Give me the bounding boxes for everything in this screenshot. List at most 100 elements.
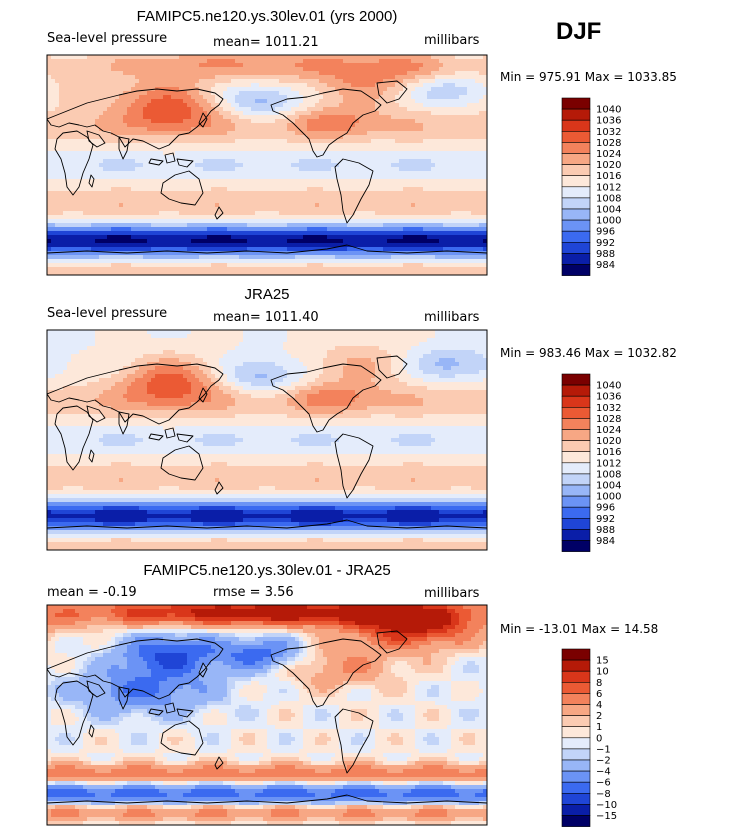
field-cell: [303, 191, 308, 196]
field-cell: [155, 59, 160, 64]
field-cell: [247, 139, 252, 144]
field-cell: [379, 99, 384, 104]
field-cell: [123, 83, 128, 88]
field-cell: [319, 111, 324, 116]
field-cell: [291, 183, 296, 188]
field-cell: [415, 179, 420, 184]
field-cell: [323, 199, 328, 204]
field-cell: [355, 231, 360, 236]
field-cell: [235, 219, 240, 224]
field-cell: [287, 83, 292, 88]
field-cell: [467, 163, 472, 168]
field-cell: [391, 187, 396, 192]
field-cell: [371, 159, 376, 164]
field-cell: [171, 163, 176, 168]
field-cell: [335, 211, 340, 216]
field-cell: [155, 235, 160, 240]
field-cell: [271, 79, 276, 84]
field-cell: [219, 219, 224, 224]
field-cell: [215, 127, 220, 132]
field-cell: [255, 71, 260, 76]
field-cell: [111, 167, 116, 172]
field-cell: [323, 215, 328, 220]
field-cell: [327, 119, 332, 124]
field-cell: [95, 151, 100, 156]
field-cell: [471, 103, 476, 108]
field-cell: [299, 199, 304, 204]
field-cell: [75, 107, 80, 112]
field-cell: [155, 143, 160, 148]
field-cell: [467, 87, 472, 92]
field-cell: [443, 99, 448, 104]
field-cell: [339, 139, 344, 144]
field-cell: [287, 171, 292, 176]
field-cell: [71, 131, 76, 136]
field-cell: [411, 95, 416, 100]
field-cell: [99, 187, 104, 192]
field-cell: [415, 55, 420, 60]
field-cell: [147, 131, 152, 136]
field-cell: [375, 95, 380, 100]
field-cell: [343, 71, 348, 76]
field-cell: [131, 123, 136, 128]
field-cell: [271, 171, 276, 176]
field-cell: [411, 231, 416, 236]
field-cell: [307, 183, 312, 188]
field-cell: [407, 211, 412, 216]
field-cell: [279, 59, 284, 64]
field-cell: [411, 195, 416, 200]
field-cell: [87, 99, 92, 104]
field-cell: [91, 187, 96, 192]
field-cell: [63, 59, 68, 64]
field-cell: [227, 199, 232, 204]
field-cell: [263, 231, 268, 236]
field-cell: [171, 91, 176, 96]
field-cell: [139, 143, 144, 148]
field-cell: [403, 223, 408, 228]
field-cell: [367, 135, 372, 140]
field-cell: [435, 207, 440, 212]
field-cell: [271, 111, 276, 116]
field-cell: [267, 111, 272, 116]
field-cell: [215, 147, 220, 152]
field-cell: [203, 79, 208, 84]
field-cell: [147, 111, 152, 116]
field-cell: [403, 199, 408, 204]
field-cell: [191, 155, 196, 160]
field-cell: [315, 175, 320, 180]
field-cell: [267, 139, 272, 144]
field-cell: [215, 103, 220, 108]
field-cell: [407, 143, 412, 148]
field-cell: [139, 171, 144, 176]
field-cell: [135, 171, 140, 176]
field-cell: [427, 63, 432, 68]
field-cell: [75, 63, 80, 68]
field-cell: [427, 107, 432, 112]
field-cell: [355, 187, 360, 192]
field-cell: [303, 179, 308, 184]
field-cell: [395, 103, 400, 108]
field-cell: [451, 91, 456, 96]
field-cell: [311, 135, 316, 140]
field-cell: [87, 187, 92, 192]
field-cell: [259, 155, 264, 160]
field-cell: [71, 87, 76, 92]
field-cell: [99, 167, 104, 172]
field-cell: [203, 227, 208, 232]
field-cell: [151, 79, 156, 84]
field-cell: [287, 187, 292, 192]
field-cell: [251, 195, 256, 200]
field-cell: [271, 135, 276, 140]
field-cell: [279, 107, 284, 112]
field-cell: [331, 63, 336, 68]
field-cell: [263, 143, 268, 148]
field-cell: [255, 131, 260, 136]
field-cell: [87, 103, 92, 108]
field-cell: [235, 115, 240, 120]
field-cell: [363, 107, 368, 112]
field-cell: [155, 103, 160, 108]
field-cell: [83, 199, 88, 204]
field-cell: [295, 215, 300, 220]
field-cell: [403, 191, 408, 196]
